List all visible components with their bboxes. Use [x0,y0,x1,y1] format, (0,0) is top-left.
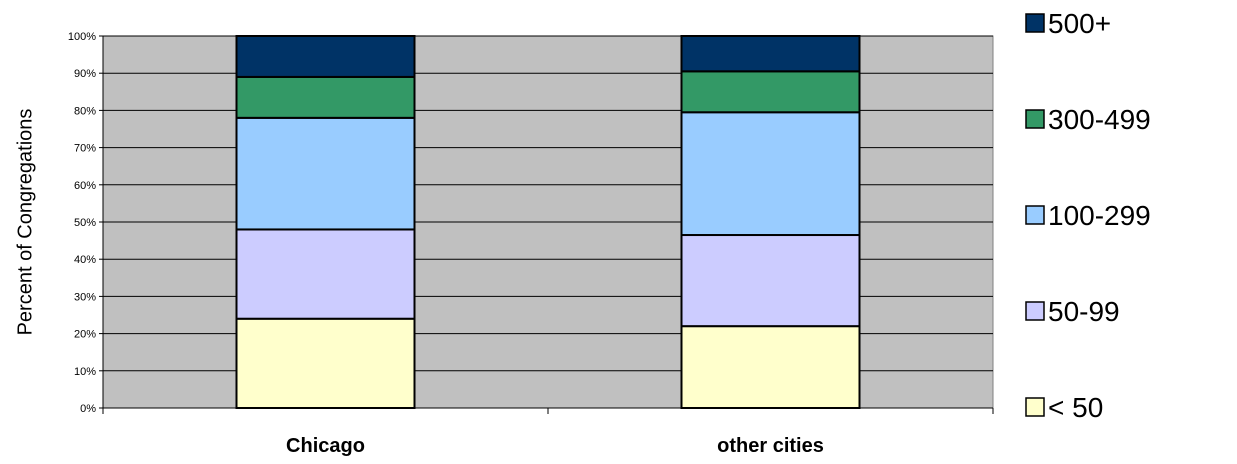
x-category-label: other cities [717,435,824,457]
y-tick-label: 40% [74,254,96,266]
legend-label: 500+ [1048,8,1111,39]
y-axis-label: Percent of Congregations [14,109,36,336]
y-tick-label: 70% [74,143,96,155]
legend-swatch [1025,109,1045,129]
y-tick-label: 0% [80,403,96,415]
bar-segment [680,111,861,237]
legend-swatch [1025,301,1045,321]
y-tick-label: 20% [74,329,96,341]
legend-label: 50-99 [1048,296,1120,327]
bar-segment [235,35,416,78]
y-tick-label: 50% [74,217,96,229]
legend: 500+ 300-499 100-299 50-99 < 50 [1025,8,1151,423]
y-axis-ticks: 0% 10% 20% 30% 40% 50% 60% 70% 80% 90% 100% [68,31,104,415]
bar-segment [680,70,861,114]
legend-label: 300-499 [1048,104,1151,135]
bar-segment [235,75,416,119]
bar-segment [680,234,861,328]
legend-swatch [1025,205,1045,225]
bar-segment [680,35,861,73]
legend-label: < 50 [1048,392,1103,423]
y-tick-label: 80% [74,105,96,117]
legend-swatch [1025,397,1045,417]
y-tick-label: 90% [74,68,96,80]
y-tick-label: 30% [74,291,96,303]
bar-segment [235,228,416,320]
bar-segment [680,325,861,409]
x-category-label: Chicago [286,435,365,457]
x-axis: Chicago other cities [102,407,994,457]
bar-segment [235,317,416,409]
y-tick-label: 10% [74,366,96,378]
bars [235,35,861,409]
legend-label: 100-299 [1048,200,1151,231]
y-tick-label: 100% [68,31,96,43]
bar-segment [235,116,416,231]
legend-swatch [1025,13,1045,33]
y-tick-label: 60% [74,180,96,192]
